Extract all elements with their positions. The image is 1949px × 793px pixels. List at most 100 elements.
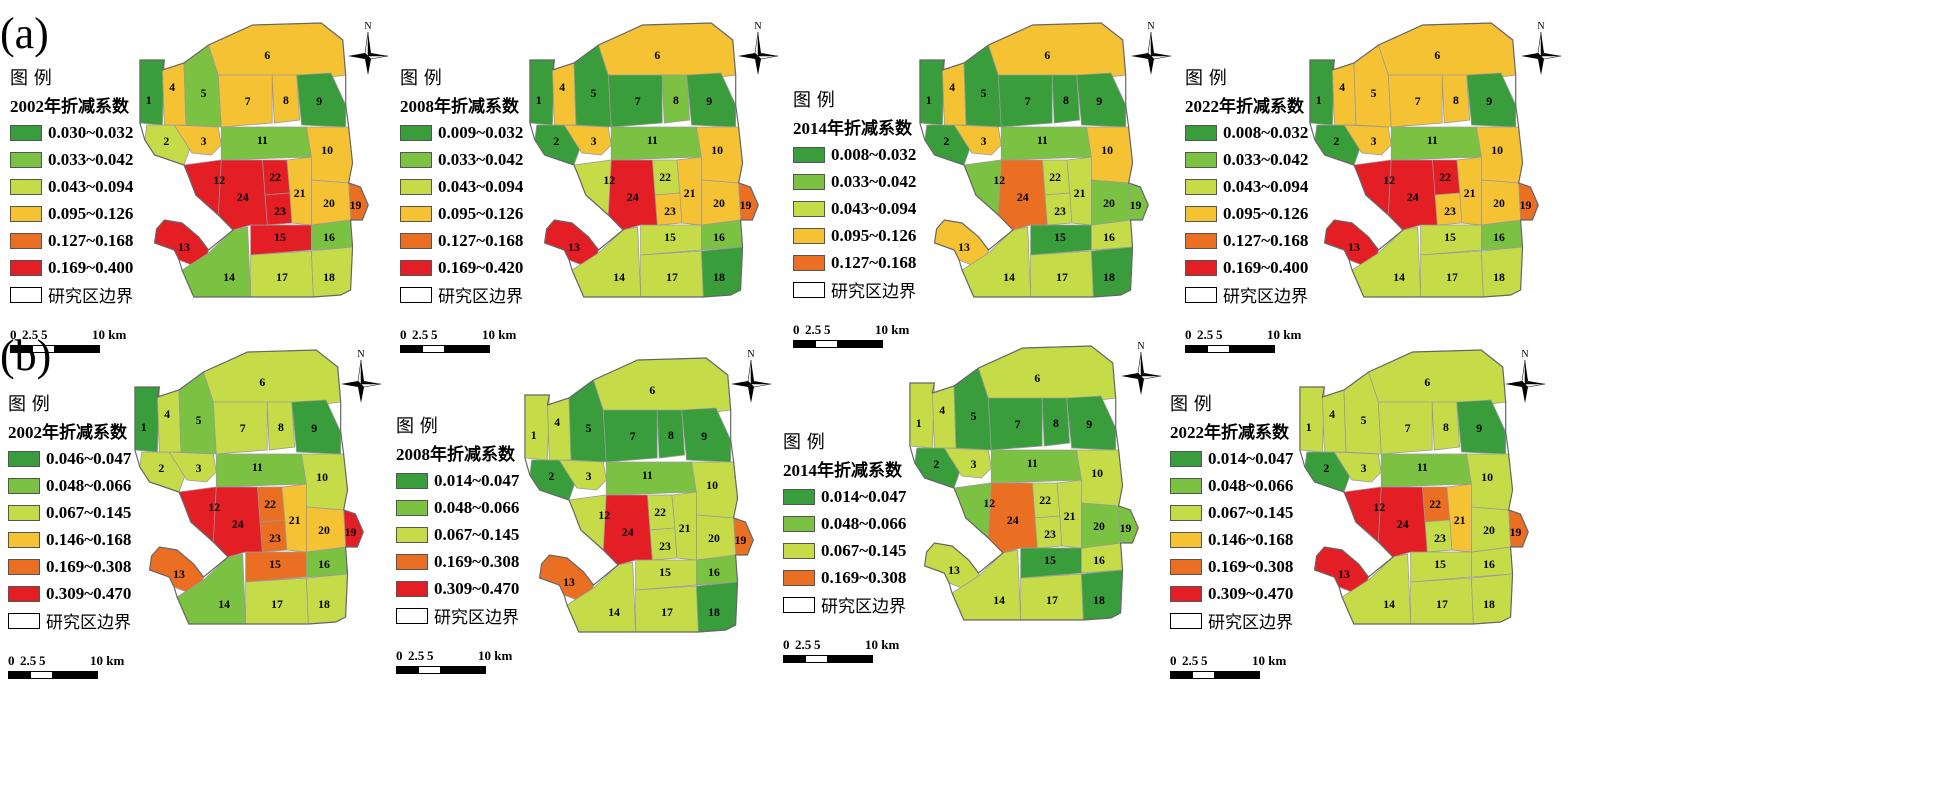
zone-label: 13 bbox=[1348, 240, 1360, 254]
zone-label: 4 bbox=[169, 80, 175, 94]
zone-label: 8 bbox=[673, 93, 679, 107]
study-area-boundary bbox=[1309, 22, 1539, 298]
legend-swatch bbox=[400, 178, 432, 195]
legend-item-boundary: 研究区边界 bbox=[400, 281, 523, 308]
zone-label: 10 bbox=[1101, 143, 1113, 157]
zone-label: 19 bbox=[1510, 525, 1522, 539]
north-arrow-icon: N bbox=[348, 21, 389, 75]
zone-1 bbox=[139, 59, 165, 126]
legend-item: 0.043~0.094 bbox=[400, 173, 523, 200]
scale-tick-label: 10 km bbox=[875, 322, 910, 337]
legend-item: 0.127~0.168 bbox=[10, 227, 133, 254]
zone-6 bbox=[1378, 22, 1517, 81]
zone-label: 23 bbox=[1434, 531, 1446, 545]
zone-label: 18 bbox=[1483, 597, 1495, 611]
legend-label: 0.169~0.308 bbox=[1208, 556, 1294, 576]
zone-label: 20 bbox=[1483, 523, 1495, 537]
zone-label: 9 bbox=[311, 421, 317, 435]
legend-swatch bbox=[1185, 232, 1217, 249]
legend-swatch bbox=[10, 232, 42, 249]
legend-label-boundary: 研究区边界 bbox=[48, 287, 133, 307]
zone-label: 8 bbox=[1053, 416, 1059, 430]
zone-label: 17 bbox=[1056, 270, 1068, 284]
legend-label: 0.169~0.308 bbox=[821, 567, 907, 587]
scale-tick-label: 5 bbox=[431, 327, 438, 342]
scale-bar: 0 2.5 5 10 km bbox=[1170, 653, 1286, 679]
north-label: N bbox=[1147, 21, 1154, 32]
zone-label: 22 bbox=[1429, 497, 1441, 511]
legend-item: 0.095~0.126 bbox=[10, 200, 133, 227]
zone-label: 15 bbox=[664, 230, 676, 244]
zone-label: 19 bbox=[345, 525, 357, 539]
zone-label: 9 bbox=[701, 429, 707, 443]
scale-tick-label: 0 bbox=[8, 653, 15, 668]
legend-title: 2002年折减系数 bbox=[10, 97, 129, 116]
legend-label: 0.048~0.066 bbox=[434, 497, 520, 517]
legend-swatch-boundary bbox=[10, 286, 42, 303]
legend-item: 0.169~0.400 bbox=[10, 254, 133, 281]
zone-1 bbox=[909, 382, 935, 449]
zone-label: 2 bbox=[158, 461, 164, 475]
legend-label: 0.043~0.094 bbox=[831, 198, 917, 218]
scale-tick-label: 10 km bbox=[92, 327, 127, 342]
zone-label: 12 bbox=[598, 508, 610, 522]
legend-swatch bbox=[1170, 504, 1202, 521]
zone-label: 20 bbox=[1103, 196, 1115, 210]
legend-heading: 图 例 bbox=[10, 68, 52, 89]
zone-9 bbox=[296, 72, 347, 128]
zone-label: 10 bbox=[321, 143, 333, 157]
legend-label: 0.095~0.126 bbox=[831, 225, 917, 245]
zone-label: 2 bbox=[548, 469, 554, 483]
zone-label: 23 bbox=[659, 539, 671, 553]
zone-label: 13 bbox=[948, 563, 960, 577]
zone-label: 22 bbox=[269, 170, 281, 184]
zone-label: 8 bbox=[278, 420, 284, 434]
zone-label: 16 bbox=[708, 565, 720, 579]
legend-swatch bbox=[396, 472, 428, 489]
legend-heading: 图 例 bbox=[783, 432, 825, 453]
zone-label: 1 bbox=[531, 428, 537, 442]
zone-label: 4 bbox=[559, 80, 565, 94]
zone-label: 4 bbox=[164, 407, 170, 421]
zone-label: 13 bbox=[563, 575, 575, 589]
zone-label: 14 bbox=[1393, 270, 1405, 284]
legend-swatch bbox=[8, 504, 40, 521]
zone-label: 8 bbox=[1063, 93, 1069, 107]
legend-item: 0.014~0.047 bbox=[1170, 445, 1293, 472]
legend-swatch bbox=[783, 542, 815, 559]
zone-label: 4 bbox=[939, 403, 945, 417]
zone-label: 1 bbox=[1316, 93, 1322, 107]
legend-item: 0.127~0.168 bbox=[400, 227, 523, 254]
zone-label: 14 bbox=[608, 605, 620, 619]
legend-swatch bbox=[8, 585, 40, 602]
zone-label: 8 bbox=[1453, 93, 1459, 107]
zone-label: 18 bbox=[318, 597, 330, 611]
legend-item: 0.309~0.470 bbox=[1170, 580, 1293, 607]
zone-label: 10 bbox=[1491, 143, 1503, 157]
zone-label: 1 bbox=[916, 416, 922, 430]
legend-swatch bbox=[8, 450, 40, 467]
study-area-boundary bbox=[909, 345, 1139, 621]
zone-label: 6 bbox=[649, 383, 655, 397]
zone-label: 23 bbox=[664, 204, 676, 218]
zone-8 bbox=[661, 74, 691, 124]
legend-label: 0.095~0.126 bbox=[1223, 203, 1309, 223]
legend-item: 0.067~0.145 bbox=[8, 499, 131, 526]
legend-swatch bbox=[8, 477, 40, 494]
zone-label: 12 bbox=[213, 173, 225, 187]
scale-tick-label: 5 bbox=[39, 653, 46, 668]
legend-label: 0.169~0.308 bbox=[434, 551, 520, 571]
scale-tick-label: 0 bbox=[400, 327, 407, 342]
zone-9 bbox=[1076, 72, 1127, 128]
legend-label-boundary: 研究区边界 bbox=[46, 613, 131, 633]
legend-heading: 图 例 bbox=[793, 90, 835, 111]
zone-label: 13 bbox=[1338, 567, 1350, 581]
map-legend: 图 例 2002年折减系数 0.046~0.047 0.048~0.066 0.067~… bbox=[8, 394, 131, 634]
zone-label: 18 bbox=[323, 270, 335, 284]
zone-1 bbox=[524, 394, 550, 461]
zone-label: 19 bbox=[1130, 198, 1142, 212]
zone-9 bbox=[1456, 399, 1507, 455]
legend-item: 0.014~0.047 bbox=[396, 467, 519, 494]
zone-label: 12 bbox=[983, 496, 995, 510]
